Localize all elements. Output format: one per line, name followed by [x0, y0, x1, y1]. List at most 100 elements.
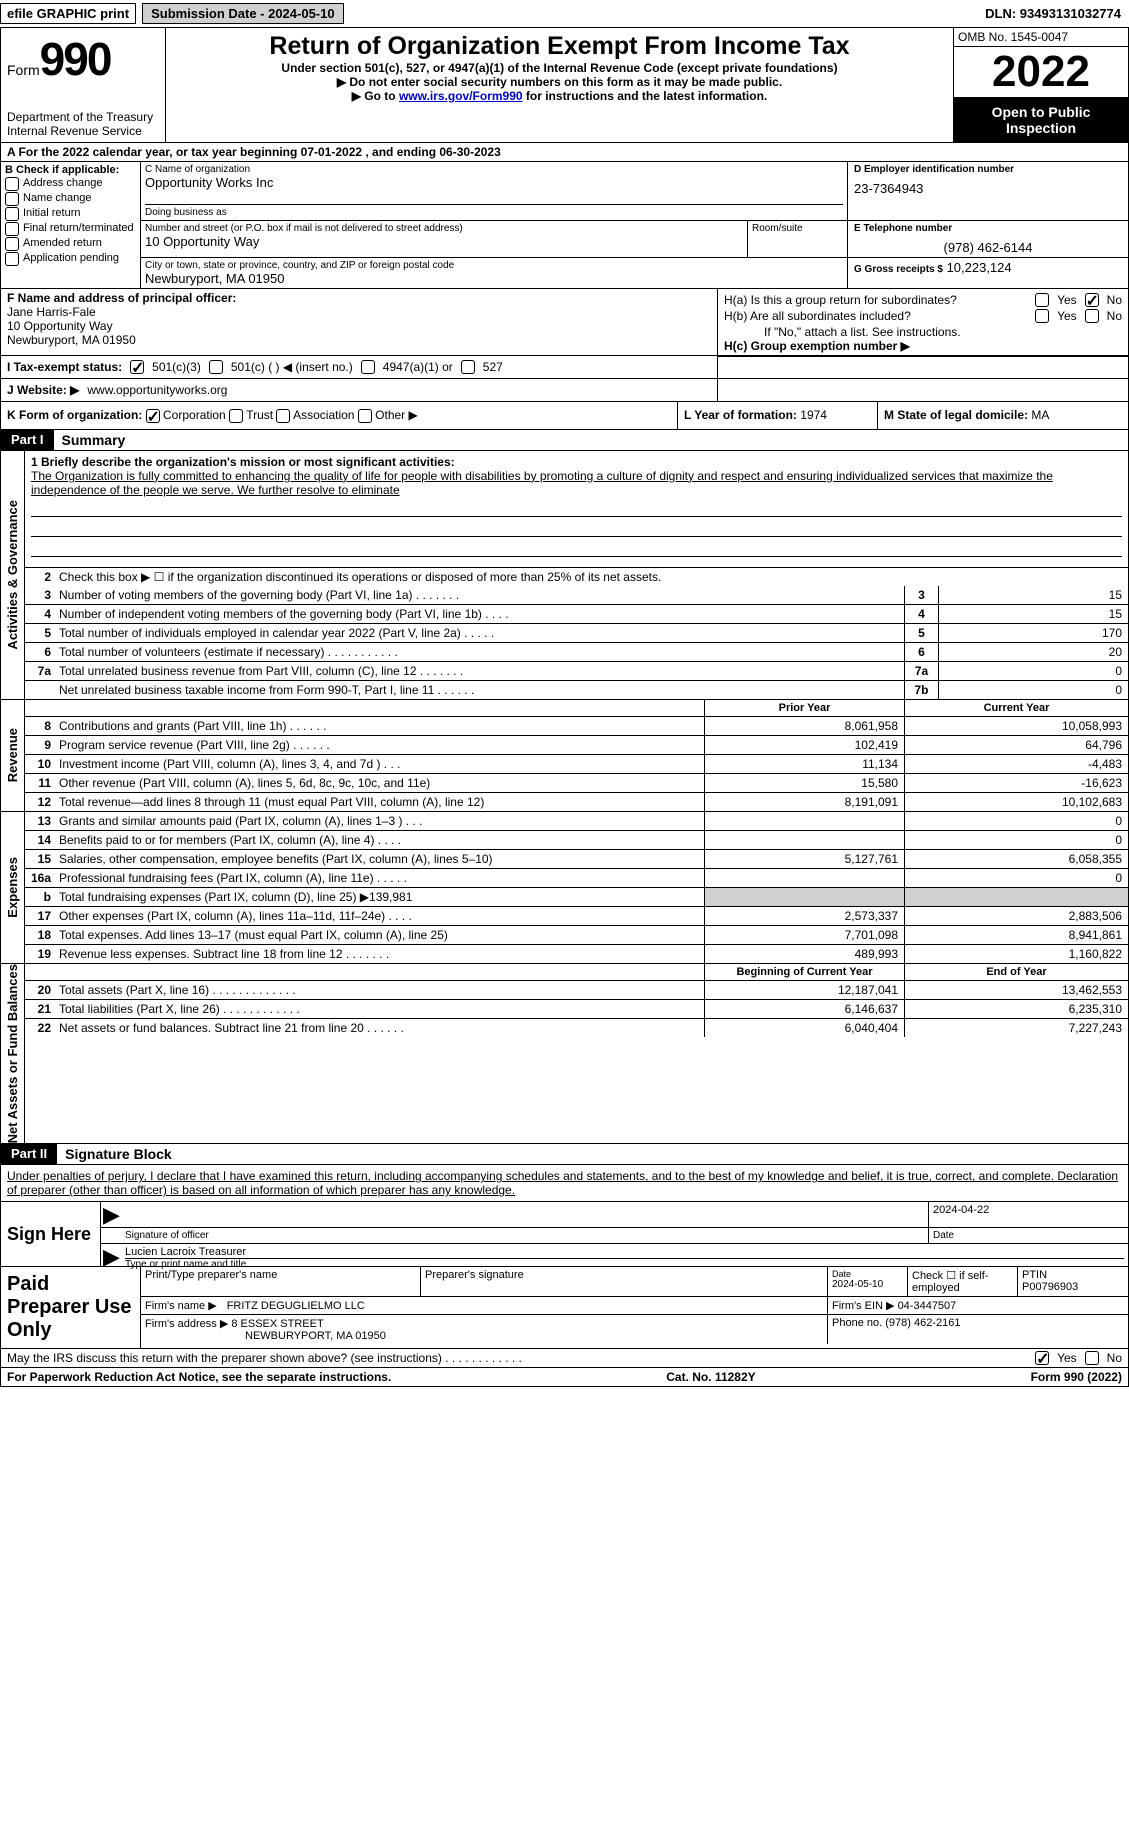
row-j: J Website: ▶ www.opportunityworks.org	[0, 379, 1129, 402]
summary-line: 3Number of voting members of the governi…	[25, 586, 1128, 605]
footer-left: For Paperwork Reduction Act Notice, see …	[7, 1370, 391, 1384]
self-employed: Check ☐ if self-employed	[908, 1267, 1018, 1296]
begin-year-header: Beginning of Current Year	[704, 964, 904, 980]
hb-yes[interactable]	[1035, 309, 1049, 323]
officer-addr1: 10 Opportunity Way	[7, 319, 711, 333]
data-line: 14Benefits paid to or for members (Part …	[25, 831, 1128, 850]
summary-line: 7aTotal unrelated business revenue from …	[25, 662, 1128, 681]
footer-mid: Cat. No. 11282Y	[666, 1370, 755, 1384]
phone: (978) 462-6144	[854, 234, 1122, 255]
data-line: 22Net assets or fund balances. Subtract …	[25, 1019, 1128, 1037]
cb-app-pending[interactable]	[5, 252, 19, 266]
ein-cell: D Employer identification number 23-7364…	[848, 162, 1128, 221]
open-inspection: Open to Public Inspection	[954, 98, 1128, 142]
discuss-yes[interactable]	[1035, 1351, 1049, 1365]
mission-text: The Organization is fully committed to e…	[31, 469, 1122, 497]
col-f: F Name and address of principal officer:…	[1, 289, 718, 355]
ha-no[interactable]	[1085, 293, 1099, 307]
cb-corp[interactable]	[146, 409, 160, 423]
data-line: 17Other expenses (Part IX, column (A), l…	[25, 907, 1128, 926]
efile-label: efile GRAPHIC print	[0, 3, 136, 24]
gross-receipts: 10,223,124	[947, 260, 1012, 275]
domicile: MA	[1031, 408, 1049, 422]
cb-trust[interactable]	[229, 409, 243, 423]
perjury-text: Under penalties of perjury, I declare th…	[0, 1165, 1129, 1202]
sign-here-label: Sign Here	[1, 1202, 101, 1266]
form-prefix: Form	[7, 62, 40, 78]
expenses-block: Expenses 13Grants and similar amounts pa…	[0, 812, 1129, 964]
summary-line: 6Total number of volunteers (estimate if…	[25, 643, 1128, 662]
cb-other[interactable]	[358, 409, 372, 423]
firm-addr2: NEWBURYPORT, MA 01950	[145, 1330, 823, 1342]
discuss-no[interactable]	[1085, 1351, 1099, 1365]
preparer-label: Paid Preparer Use Only	[1, 1267, 141, 1348]
room-suite: Room/suite	[747, 221, 847, 257]
ha-yes[interactable]	[1035, 293, 1049, 307]
data-line: 12Total revenue—add lines 8 through 11 (…	[25, 793, 1128, 811]
cb-4947[interactable]	[361, 360, 375, 374]
cb-name-change[interactable]	[5, 192, 19, 206]
data-line: 18Total expenses. Add lines 13–17 (must …	[25, 926, 1128, 945]
footer-right: Form 990 (2022)	[1031, 1370, 1122, 1384]
header-center: Return of Organization Exempt From Incom…	[166, 28, 953, 142]
cb-assoc[interactable]	[276, 409, 290, 423]
firm-name: FRITZ DEGUGLIELMO LLC	[227, 1300, 365, 1312]
line-2: Check this box ▶ ☐ if the organization d…	[55, 568, 1128, 586]
city: Newburyport, MA 01950	[145, 271, 843, 286]
officer-printed: Lucien Lacroix Treasurer	[125, 1246, 1124, 1259]
sign-here-block: Sign Here ▶ 2024-04-22 Signature of offi…	[0, 1202, 1129, 1267]
col-h: H(a) Is this a group return for subordin…	[718, 289, 1128, 355]
activities-block: Activities & Governance 1 Briefly descri…	[0, 451, 1129, 700]
data-line: 9Program service revenue (Part VIII, lin…	[25, 736, 1128, 755]
data-line: 19Revenue less expenses. Subtract line 1…	[25, 945, 1128, 963]
row-i: I Tax-exempt status: 501(c)(3) 501(c) ( …	[0, 356, 1129, 379]
col-b: B Check if applicable: Address change Na…	[1, 162, 141, 288]
street: 10 Opportunity Way	[145, 234, 743, 249]
org-name-cell: C Name of organization Opportunity Works…	[141, 162, 848, 221]
cb-address-change[interactable]	[5, 177, 19, 191]
hb-no[interactable]	[1085, 309, 1099, 323]
firm-addr1: 8 ESSEX STREET	[231, 1318, 323, 1330]
cb-527[interactable]	[461, 360, 475, 374]
side-revenue: Revenue	[5, 728, 20, 782]
form-number: 990	[40, 33, 111, 85]
header-left: Form990 Department of the Treasury Inter…	[1, 28, 166, 142]
subtitle-3: ▶ Go to www.irs.gov/Form990 for instruct…	[172, 89, 947, 103]
subtitle-2: ▶ Do not enter social security numbers o…	[172, 75, 947, 89]
part2-header: Part II Signature Block	[0, 1144, 1129, 1165]
topbar: efile GRAPHIC print Submission Date - 20…	[0, 0, 1129, 28]
part1-header: Part I Summary	[0, 430, 1129, 451]
subtitle-1: Under section 501(c), 527, or 4947(a)(1)…	[172, 61, 947, 75]
b-label: B Check if applicable:	[5, 164, 136, 176]
irs-link[interactable]: www.irs.gov/Form990	[399, 89, 523, 103]
year-formed: 1974	[800, 408, 827, 422]
website: www.opportunityworks.org	[87, 383, 227, 397]
cb-501c3[interactable]	[130, 360, 144, 374]
current-year-header: Current Year	[904, 700, 1128, 716]
city-cell: City or town, state or province, country…	[141, 258, 848, 288]
cb-501c[interactable]	[209, 360, 223, 374]
footer: For Paperwork Reduction Act Notice, see …	[0, 1368, 1129, 1387]
col-cde: C Name of organization Opportunity Works…	[141, 162, 1128, 288]
revenue-block: Revenue Prior Year Current Year 8Contrib…	[0, 700, 1129, 812]
cb-final-return[interactable]	[5, 222, 19, 236]
end-year-header: End of Year	[904, 964, 1128, 980]
summary-line: Net unrelated business taxable income fr…	[25, 681, 1128, 699]
side-activities: Activities & Governance	[5, 500, 20, 650]
dept: Department of the Treasury Internal Reve…	[7, 110, 159, 138]
gross-cell: G Gross receipts $ 10,223,124	[848, 258, 1128, 288]
dln: DLN: 93493131032774	[985, 6, 1129, 21]
row-klm: K Form of organization: Corporation Trus…	[0, 402, 1129, 430]
prep-date: 2024-05-10	[832, 1279, 903, 1290]
discuss-row: May the IRS discuss this return with the…	[0, 1349, 1129, 1368]
phone-cell: E Telephone number (978) 462-6144	[848, 221, 1128, 258]
cb-initial-return[interactable]	[5, 207, 19, 221]
data-line: 13Grants and similar amounts paid (Part …	[25, 812, 1128, 831]
data-line: 8Contributions and grants (Part VIII, li…	[25, 717, 1128, 736]
summary-line: 5Total number of individuals employed in…	[25, 624, 1128, 643]
submission-date: Submission Date - 2024-05-10	[142, 3, 344, 24]
data-line: 21Total liabilities (Part X, line 26) . …	[25, 1000, 1128, 1019]
form-title: Return of Organization Exempt From Incom…	[172, 32, 947, 61]
summary-line: 4Number of independent voting members of…	[25, 605, 1128, 624]
cb-amended[interactable]	[5, 237, 19, 251]
